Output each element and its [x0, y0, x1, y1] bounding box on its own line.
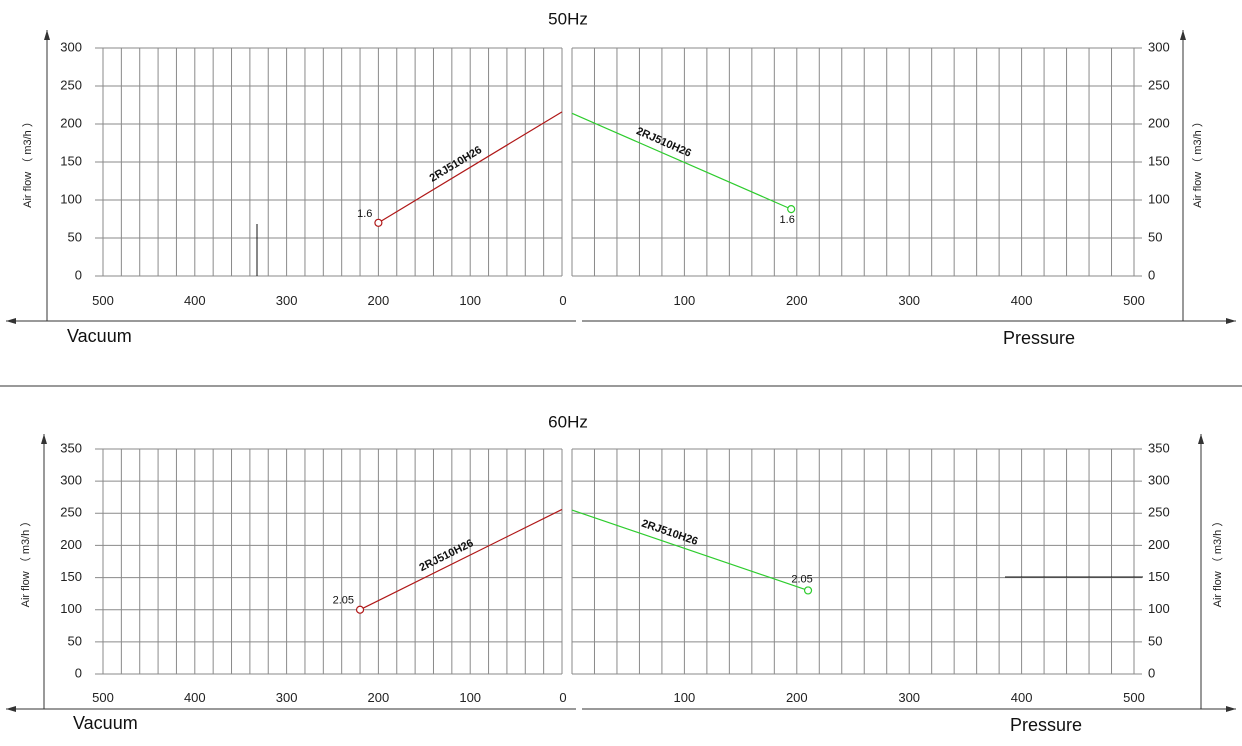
x-tick-pressure: 200	[786, 293, 808, 308]
y-tick-left: 300	[60, 473, 82, 488]
x-tick-vacuum: 200	[368, 293, 390, 308]
y-axis-right-arrow	[1180, 30, 1186, 40]
x-tick-vacuum: 400	[184, 690, 206, 705]
x-tick-vacuum: 0	[559, 690, 566, 705]
series-line-pressure	[571, 509, 809, 591]
y-tick-right: 250	[1148, 505, 1170, 520]
y-tick-left: 250	[60, 77, 82, 92]
y-tick-left: 100	[60, 601, 82, 616]
x-tick-vacuum: 200	[368, 690, 390, 705]
y-axis-left-arrow	[44, 30, 50, 40]
y-tick-left: 350	[60, 440, 82, 455]
x-tick-vacuum: 500	[92, 690, 114, 705]
y-tick-right: 0	[1148, 665, 1155, 680]
grid-lines	[95, 47, 1142, 277]
y-tick-left: 50	[68, 633, 82, 648]
y-tick-left: 0	[75, 665, 82, 680]
x-tick-pressure: 100	[674, 293, 696, 308]
series-end-point-pressure	[787, 205, 796, 214]
y-tick-left: 150	[60, 153, 82, 168]
x-tick-vacuum: 300	[276, 293, 298, 308]
y-tick-left: 200	[60, 537, 82, 552]
y-tick-right: 0	[1148, 267, 1155, 282]
y-tick-right: 350	[1148, 440, 1170, 455]
series-line-vacuum	[378, 111, 563, 224]
y-tick-right: 50	[1148, 229, 1162, 244]
y-axis-title-right: Air flow （ m3/h ）	[1191, 116, 1204, 208]
series-end-label-vacuum: 2.05	[333, 595, 354, 607]
x-tick-vacuum: 100	[459, 690, 481, 705]
series-end-point-vacuum	[355, 605, 365, 614]
y-tick-left: 300	[60, 39, 82, 54]
series-end-label-pressure: 2.05	[791, 573, 812, 585]
x-axis-vacuum-arrow	[6, 706, 16, 712]
y-tick-left: 150	[60, 569, 82, 584]
x-tick-vacuum: 100	[459, 293, 481, 308]
y-tick-right: 150	[1148, 569, 1170, 584]
y-tick-left: 250	[60, 505, 82, 520]
x-tick-pressure: 500	[1123, 293, 1145, 308]
x-axis-pressure-arrow	[1226, 318, 1236, 324]
x-axis-pressure-arrow	[1226, 706, 1236, 712]
y-tick-right: 50	[1148, 633, 1162, 648]
series-end-point-pressure	[803, 586, 813, 595]
y-axis-left-arrow	[41, 434, 47, 444]
series-end-label-vacuum: 1.6	[357, 208, 372, 220]
chart-title: 50Hz	[548, 9, 588, 28]
y-axis-title-right: Air flow （ m3/h ）	[1211, 516, 1224, 608]
chart-title: 60Hz	[548, 412, 588, 431]
series-name-label: 2RJ510H26	[418, 537, 476, 574]
series-end-label-pressure: 1.6	[780, 214, 795, 226]
y-tick-right: 100	[1148, 601, 1170, 616]
y-tick-right: 150	[1148, 153, 1170, 168]
chart-panel-60hz: 60Hz 0 0 50 50 100 100 150 150 200 200 250 250 300 300…	[6, 412, 1236, 735]
y-axis-right-arrow	[1198, 434, 1204, 444]
x-tick-vacuum: 400	[184, 293, 206, 308]
x-tick-vacuum: 300	[276, 690, 298, 705]
x-tick-pressure: 500	[1123, 690, 1145, 705]
x-tick-vacuum: 0	[559, 293, 566, 308]
series-line-vacuum	[359, 508, 563, 611]
grid-lines	[95, 448, 1142, 675]
y-tick-left: 200	[60, 115, 82, 130]
y-axis-title-left: Air flow （ m3/h ）	[19, 516, 32, 608]
y-axis-title-left: Air flow （ m3/h ）	[21, 116, 34, 208]
chart-panel-50hz: 50Hz 0 0 50 50 100 100 150 150 200 200 250 250 300 300…	[6, 9, 1236, 348]
y-tick-right: 300	[1148, 473, 1170, 488]
x-tick-pressure: 300	[898, 293, 920, 308]
x-tick-pressure: 100	[674, 690, 696, 705]
pressure-label: Pressure	[1003, 328, 1075, 348]
x-tick-pressure: 300	[898, 690, 920, 705]
series-end-point-vacuum	[374, 218, 383, 227]
x-tick-pressure: 400	[1011, 690, 1033, 705]
y-tick-left: 50	[68, 229, 82, 244]
y-tick-right: 250	[1148, 77, 1170, 92]
vacuum-label: Vacuum	[73, 713, 138, 733]
y-tick-right: 100	[1148, 191, 1170, 206]
x-tick-pressure: 400	[1011, 293, 1033, 308]
y-tick-right: 200	[1148, 537, 1170, 552]
x-axis-vacuum-arrow	[6, 318, 16, 324]
x-tick-pressure: 200	[786, 690, 808, 705]
pressure-label: Pressure	[1010, 715, 1082, 735]
y-tick-left: 100	[60, 191, 82, 206]
y-tick-left: 0	[75, 267, 82, 282]
x-tick-vacuum: 500	[92, 293, 114, 308]
vacuum-label: Vacuum	[67, 326, 132, 346]
y-tick-right: 300	[1148, 39, 1170, 54]
y-tick-right: 200	[1148, 115, 1170, 130]
series-line-pressure	[571, 112, 792, 210]
